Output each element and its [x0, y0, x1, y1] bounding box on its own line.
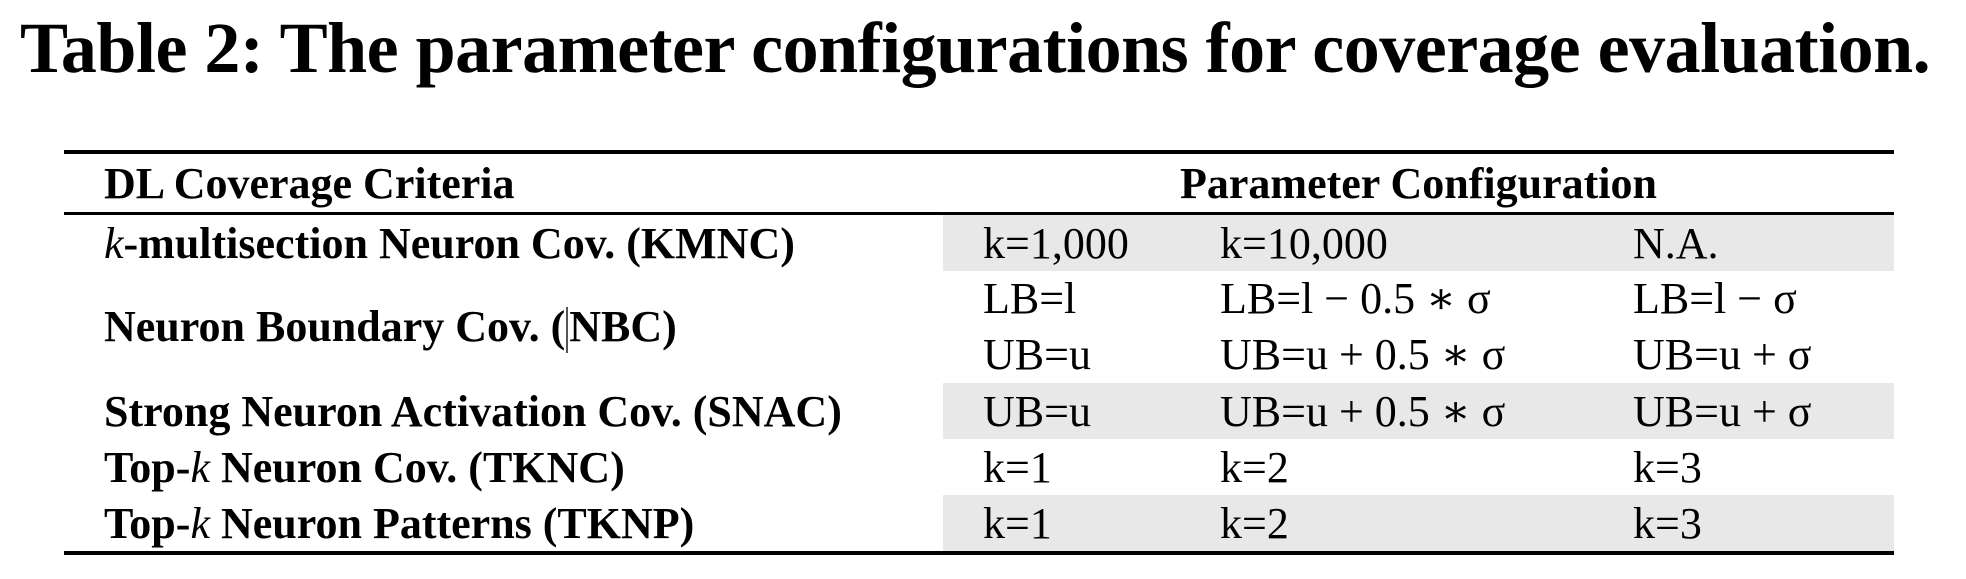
value-cell: UB=u + σ: [1593, 383, 1895, 439]
table-caption: Table 2: The parameter configurations fo…: [20, 8, 1931, 88]
table-row-nbc: Neuron Boundary Cov. (NBC) LB=l UB=u LB=…: [64, 271, 1894, 383]
k-variable: k: [190, 498, 210, 548]
table-row-tknc: Top-k Neuron Cov. (TKNC) k=1 k=2 k=3: [64, 439, 1894, 495]
value-cell: k=3: [1633, 442, 1702, 492]
criteria-label-prefix: Top-: [104, 498, 191, 548]
header-criteria: DL Coverage Criteria: [104, 158, 515, 208]
table-row-tknp: Top-k Neuron Patterns (TKNP) k=1 k=2 k=3: [64, 495, 1895, 553]
criteria-label: Neuron Cov. (TKNC): [209, 442, 625, 492]
criteria-cell-tknc: Top-k Neuron Cov. (TKNC): [64, 439, 943, 495]
criteria-label-prefix: Top-: [104, 442, 191, 492]
criteria-label-suffix: NBC): [569, 301, 677, 351]
value-cell: LB=l − 0.5 ∗ σ UB=u + 0.5 ∗ σ: [1180, 271, 1593, 383]
table-row-snac: Strong Neuron Activation Cov. (SNAC) UB=…: [64, 383, 1895, 439]
value-cell: UB=u + 0.5 ∗ σ: [1180, 383, 1593, 439]
k-variable: k: [190, 442, 210, 492]
value-cell: k=1,000: [943, 213, 1180, 271]
criteria-cell-snac: Strong Neuron Activation Cov. (SNAC): [104, 386, 842, 436]
k-variable: k: [104, 218, 124, 268]
value-cell: k=2: [1180, 495, 1593, 553]
criteria-cell-tknp: Top-k Neuron Patterns (TKNP): [64, 495, 943, 553]
text-cursor: [566, 307, 569, 354]
parameter-table-container: DL Coverage Criteria Parameter Configura…: [64, 150, 1895, 555]
criteria-label-prefix: Neuron Boundary Cov. (: [104, 301, 566, 351]
value-upper-bound: UB=u: [983, 330, 1091, 379]
value-cell: k=3: [1593, 495, 1895, 553]
value-cell: k=1: [983, 442, 1052, 492]
value-cell: k=2: [1220, 442, 1289, 492]
value-lower-bound: LB=l: [983, 274, 1077, 323]
parameter-table: DL Coverage Criteria Parameter Configura…: [64, 150, 1895, 555]
value-cell: k=1: [943, 495, 1180, 553]
value-cell: N.A.: [1593, 213, 1895, 271]
value-cell: k=10,000: [1180, 213, 1593, 271]
criteria-cell-kmnc: k-multisection Neuron Cov. (KMNC): [64, 214, 943, 272]
value-cell: UB=u: [943, 383, 1180, 439]
criteria-label: Neuron Patterns (TKNP): [209, 498, 695, 548]
header-parameter-configuration: Parameter Configuration: [1180, 158, 1657, 208]
table-header-row: DL Coverage Criteria Parameter Configura…: [64, 152, 1895, 214]
criteria-label: -multisection Neuron Cov. (KMNC): [123, 218, 795, 268]
value-lower-bound: LB=l − σ: [1633, 274, 1797, 323]
value-upper-bound: UB=u + σ: [1633, 330, 1812, 379]
table-row-kmnc: k-multisection Neuron Cov. (KMNC) k=1,00…: [64, 213, 1895, 272]
criteria-cell-nbc: Neuron Boundary Cov. (NBC): [64, 271, 943, 383]
value-lower-bound: LB=l − 0.5 ∗ σ: [1220, 274, 1491, 323]
value-upper-bound: UB=u + 0.5 ∗ σ: [1220, 330, 1506, 379]
value-cell: LB=l UB=u: [943, 271, 1180, 383]
value-cell: LB=l − σ UB=u + σ: [1593, 271, 1894, 383]
